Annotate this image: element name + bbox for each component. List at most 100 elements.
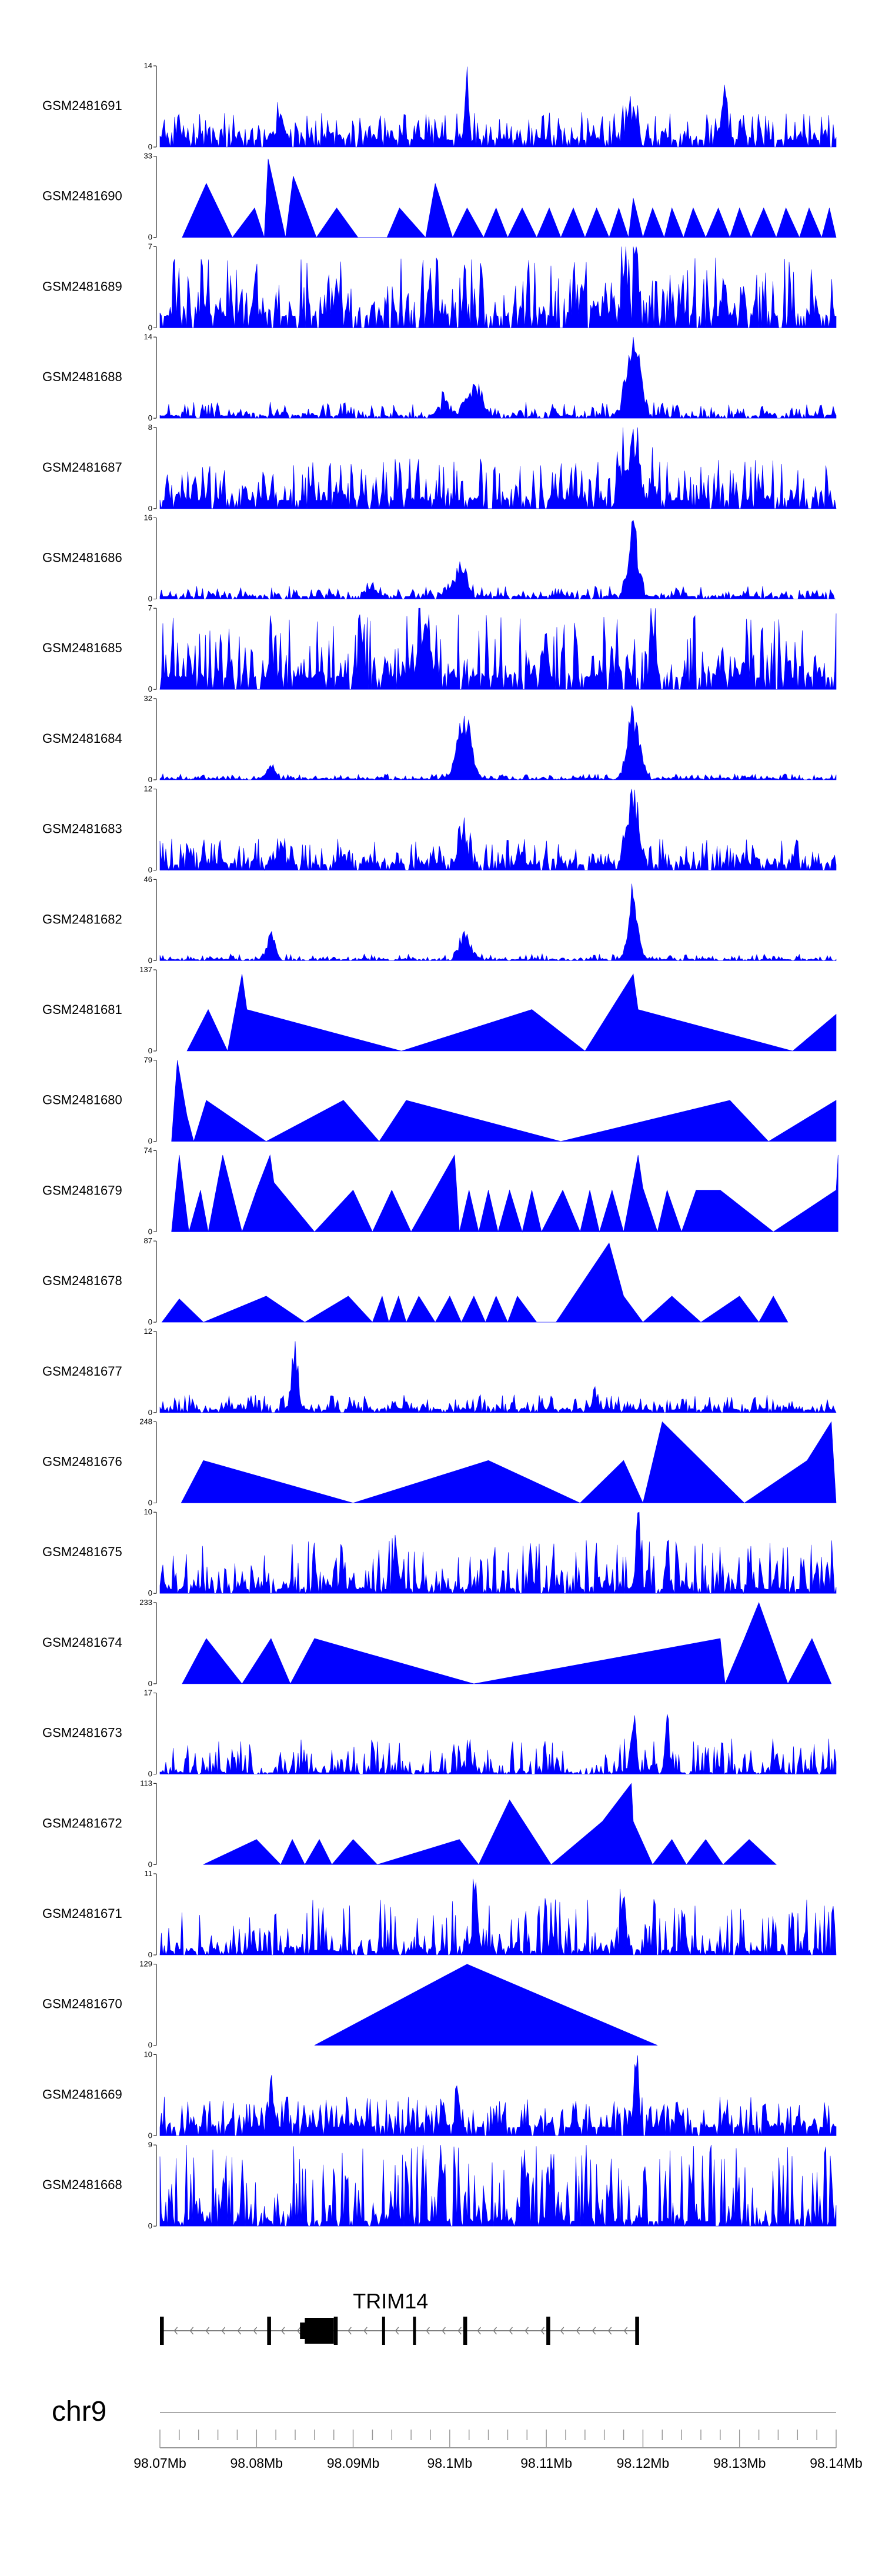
coverage-area <box>159 1341 837 1413</box>
coverage-area <box>159 2055 837 2136</box>
track-GSM2481678: GSM2481678 87 0 <box>42 1236 789 1326</box>
track-label: GSM2481675 <box>42 1544 122 1559</box>
y-max-label: 16 <box>144 513 152 522</box>
y-min-label: 0 <box>148 2131 152 2140</box>
track-GSM2481683: GSM2481683 12 0 <box>42 785 837 875</box>
y-min-label: 0 <box>148 1589 152 1597</box>
y-max-label: 79 <box>144 1056 152 1065</box>
y-min-label: 0 <box>148 1046 152 1055</box>
y-min-label: 0 <box>148 1770 152 1778</box>
y-min-label: 0 <box>148 775 152 784</box>
track-label: GSM2481688 <box>42 369 122 384</box>
exon-block <box>305 2318 334 2344</box>
strand-arrow <box>540 2327 544 2335</box>
y-max-label: 12 <box>144 785 152 793</box>
coverage-area <box>203 1783 777 1865</box>
y-max-label: 33 <box>144 152 152 161</box>
strand-arrow <box>493 2327 497 2335</box>
y-min-label: 0 <box>148 413 152 422</box>
track-GSM2481687: GSM2481687 8 0 <box>42 423 837 513</box>
y-max-label: 10 <box>144 2050 152 2058</box>
track-label: GSM2481672 <box>42 1816 122 1830</box>
track-GSM2481669: GSM2481669 10 0 <box>42 2050 837 2140</box>
strand-arrow <box>297 2327 301 2335</box>
coverage-area <box>314 1964 658 2046</box>
strand-arrow <box>607 2327 612 2335</box>
track-label: GSM2481690 <box>42 189 122 203</box>
track-GSM2481686: GSM2481686 16 0 <box>42 513 836 603</box>
track-GSM2481672: GSM2481672 113 0 <box>42 1778 777 1868</box>
coverage-area <box>159 66 837 148</box>
y-max-label: 74 <box>144 1146 152 1154</box>
coverage-area <box>159 2145 837 2227</box>
strand-arrow <box>395 2327 399 2335</box>
y-min-label: 0 <box>148 956 152 965</box>
exon-block <box>160 2317 164 2345</box>
y-max-label: 87 <box>144 1236 152 1245</box>
coverage-area <box>159 1714 837 1775</box>
track-label: GSM2481669 <box>42 2087 122 2101</box>
track-label: GSM2481670 <box>42 1997 122 2011</box>
coverage-area <box>159 1878 837 1956</box>
coverage-area <box>159 789 837 871</box>
coverage-area <box>159 337 837 419</box>
track-label: GSM2481689 <box>42 279 122 293</box>
track-label: GSM2481676 <box>42 1454 122 1469</box>
y-max-label: 46 <box>144 875 152 883</box>
y-min-label: 0 <box>148 685 152 693</box>
track-GSM2481684: GSM2481684 32 0 <box>42 694 837 784</box>
track-label: GSM2481687 <box>42 460 122 475</box>
coverage-area <box>181 1421 837 1504</box>
strand-arrow <box>237 2327 242 2335</box>
y-max-label: 233 <box>139 1598 152 1607</box>
y-max-label: 9 <box>148 2140 152 2149</box>
y-max-label: 8 <box>148 423 152 432</box>
track-GSM2481673: GSM2481673 17 0 <box>42 1689 837 1778</box>
y-min-label: 0 <box>148 1950 152 1959</box>
track-label: GSM2481684 <box>42 731 122 746</box>
track-label: GSM2481674 <box>42 1635 122 1650</box>
genome-axis: chr9 98.07Mb 98.08Mb 98.09Mb 98.1Mb 98.11Mb 98… <box>52 2396 863 2471</box>
track-label: GSM2481668 <box>42 2177 122 2192</box>
y-min-label: 0 <box>148 2041 152 2050</box>
track-GSM2481668: GSM2481668 9 0 <box>42 2140 837 2230</box>
coverage-area <box>171 1154 838 1233</box>
strand-arrow <box>348 2327 352 2335</box>
track-label: GSM2481681 <box>42 1002 122 1017</box>
strand-arrow <box>509 2327 513 2335</box>
strand-arrow <box>560 2327 564 2335</box>
y-min-label: 0 <box>148 1317 152 1326</box>
strand-arrow <box>457 2327 462 2335</box>
track-GSM2481689: GSM2481689 7 0 <box>42 242 837 332</box>
y-min-label: 0 <box>148 1137 152 1146</box>
chromosome-label: chr9 <box>52 2396 106 2427</box>
x-tick-label: 98.08Mb <box>230 2455 283 2471</box>
track-GSM2481674: GSM2481674 233 0 <box>42 1598 832 1688</box>
track-GSM2481671: GSM2481671 11 0 <box>42 1869 837 1959</box>
strand-arrow <box>524 2327 529 2335</box>
y-max-label: 137 <box>139 965 152 974</box>
strand-arrow <box>189 2327 194 2335</box>
y-min-label: 0 <box>148 595 152 603</box>
track-GSM2481688: GSM2481688 14 0 <box>42 332 837 422</box>
strand-arrow <box>576 2327 580 2335</box>
track-label: GSM2481683 <box>42 822 122 836</box>
track-GSM2481681: GSM2481681 137 0 <box>42 965 837 1055</box>
coverage-area <box>159 246 837 328</box>
track-GSM2481676: GSM2481676 248 0 <box>42 1417 837 1507</box>
y-min-label: 0 <box>148 504 152 513</box>
y-max-label: 129 <box>139 1960 152 1968</box>
gene-track: TRIM14 <box>160 2289 639 2345</box>
strand-arrow <box>173 2327 178 2335</box>
track-label: GSM2481678 <box>42 1273 122 1288</box>
x-tick-label: 98.09Mb <box>327 2455 380 2471</box>
y-min-label: 0 <box>148 1227 152 1236</box>
exon-block <box>382 2317 385 2345</box>
strand-arrow <box>205 2327 210 2335</box>
track-GSM2481691: GSM2481691 14 0 <box>42 61 837 151</box>
strand-arrow <box>623 2327 628 2335</box>
exon-block <box>635 2317 639 2345</box>
y-min-label: 0 <box>148 866 152 875</box>
